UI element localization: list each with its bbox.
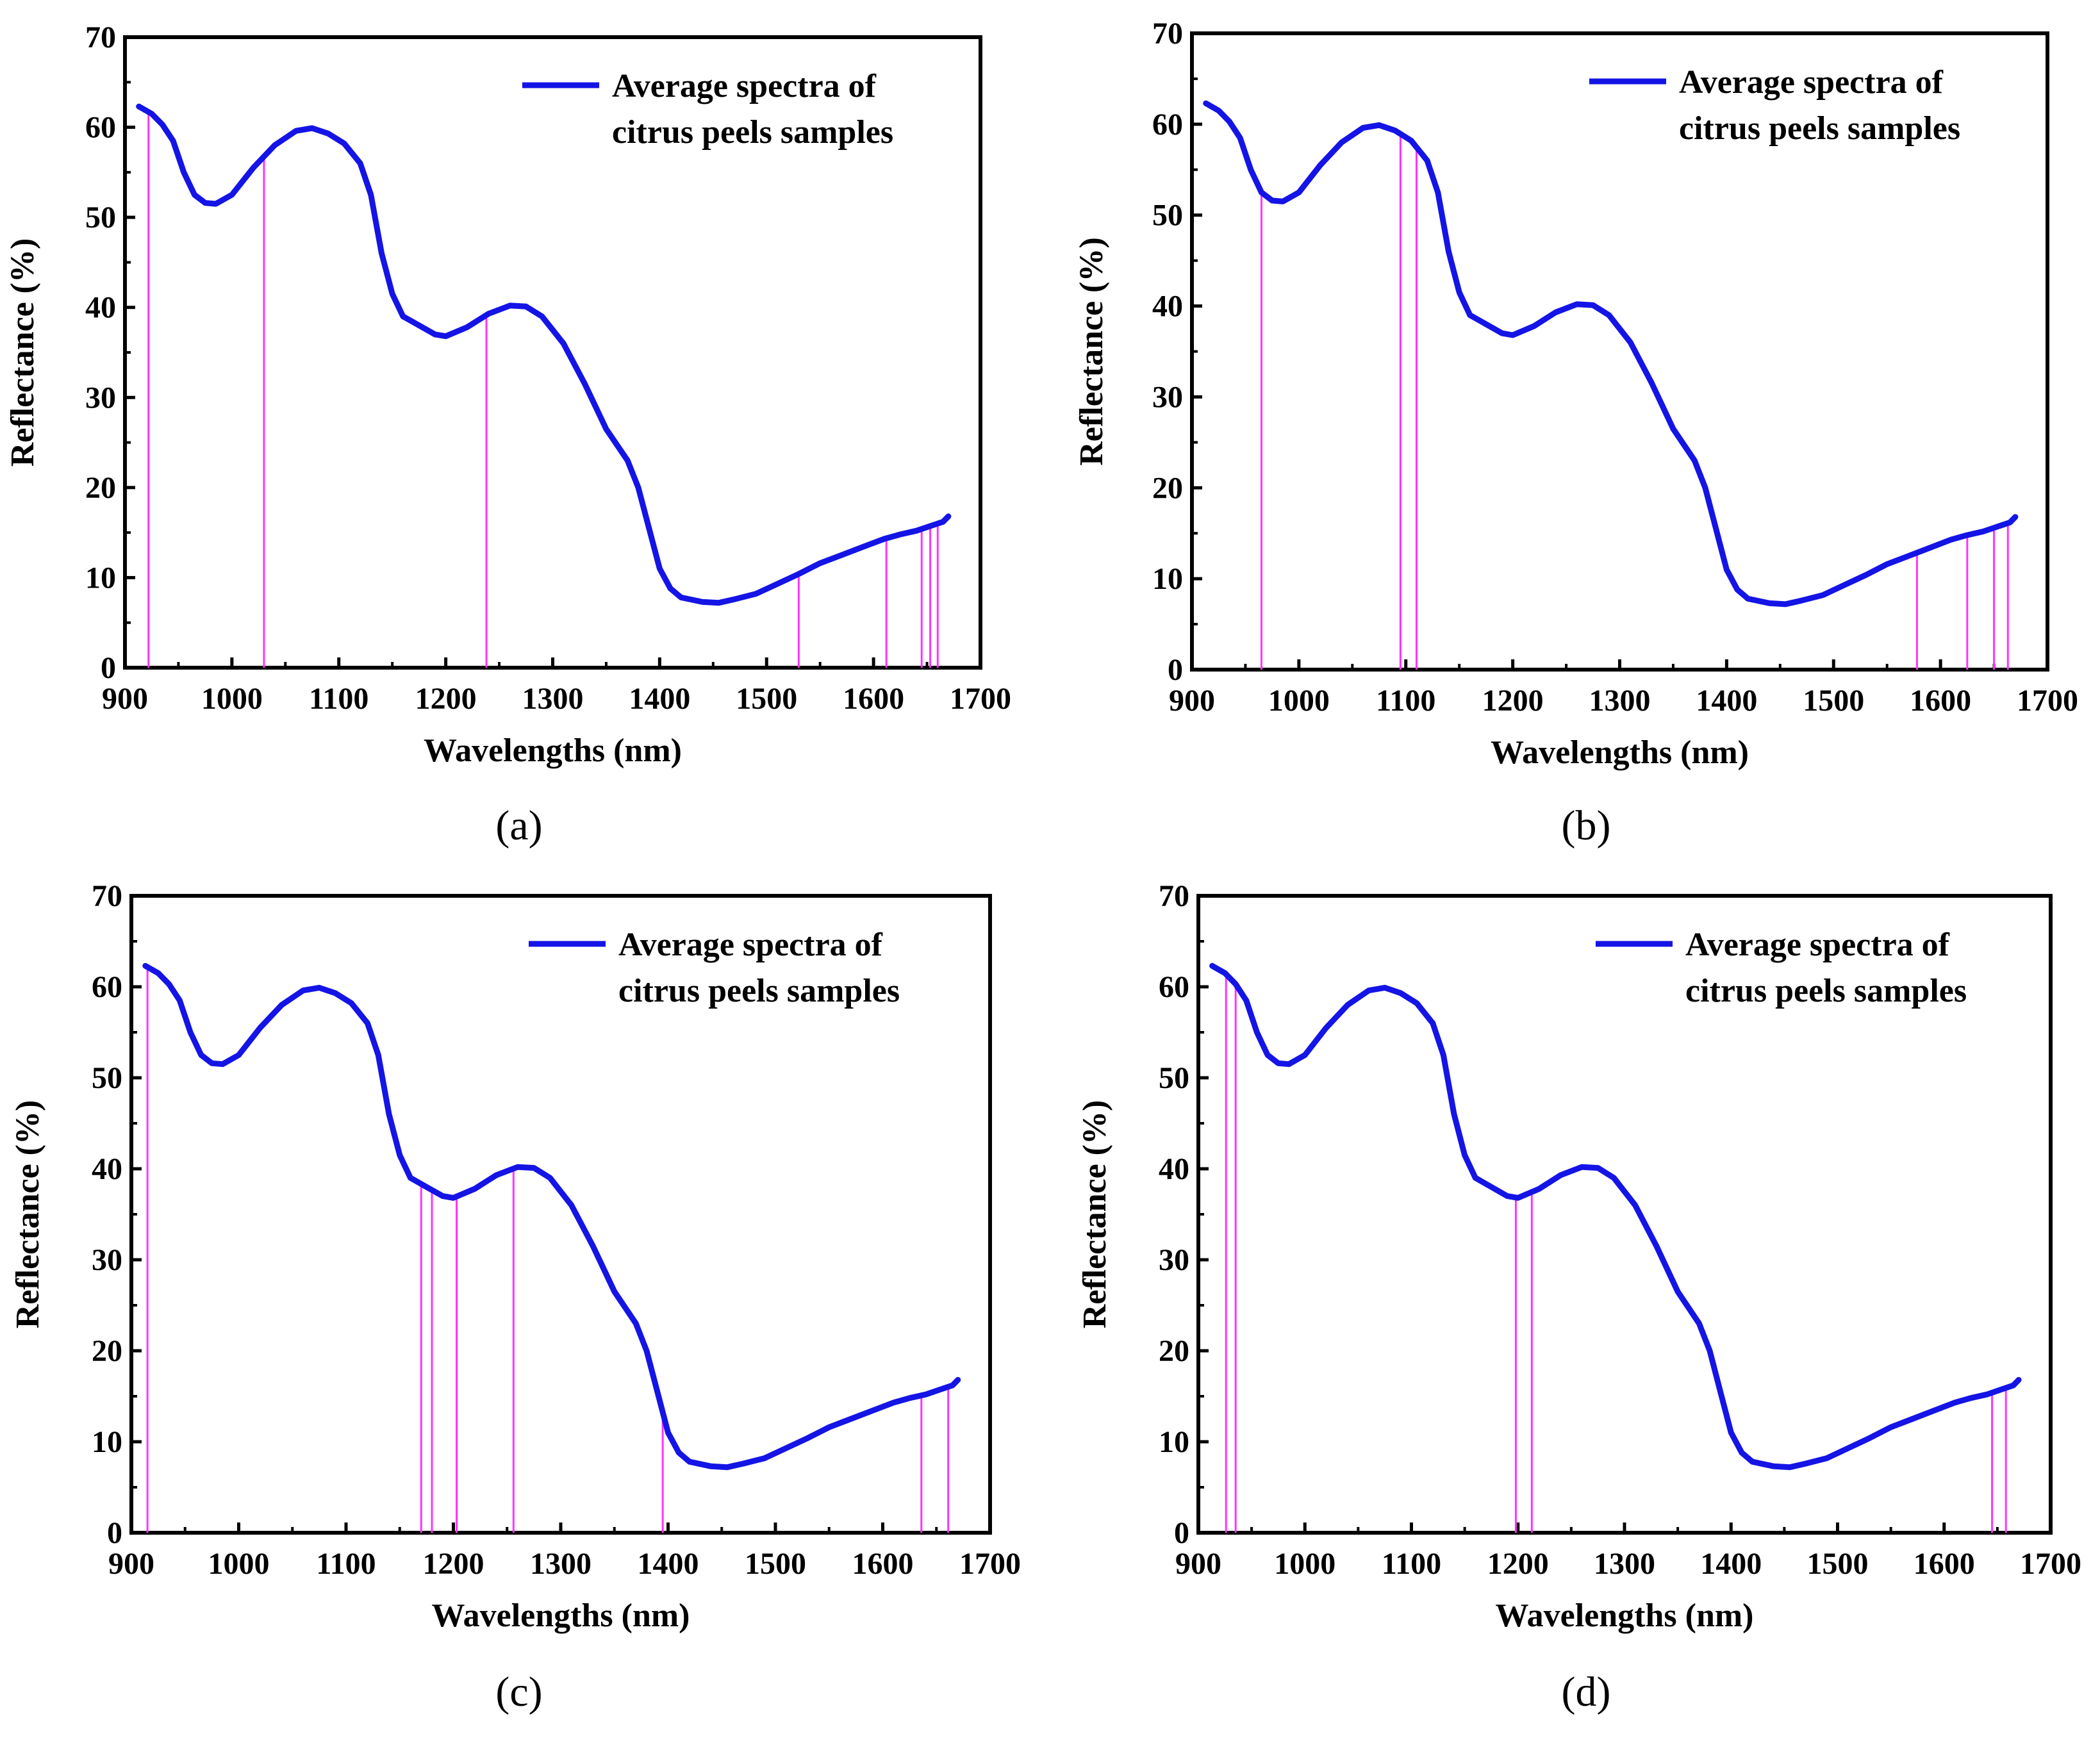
- legend-text-line2: citrus peels samples: [618, 973, 900, 1009]
- y-axis-title: Reflectance (%): [4, 238, 41, 467]
- x-tick-label: 1300: [522, 682, 584, 716]
- x-tick-label: 1400: [1696, 684, 1757, 718]
- x-tick-label: 1700: [2017, 684, 2078, 718]
- chart-panel-d: 0 10 20 30 40 50 60 70 900 1000 1100 1200 1300 1400 15…: [1077, 879, 2081, 1715]
- x-tick-label: 1300: [530, 1547, 591, 1581]
- y-axis-title: Reflectance (%): [1077, 1100, 1113, 1329]
- legend-text-line2: citrus peels samples: [612, 114, 893, 151]
- y-tick-label: 40: [1152, 290, 1183, 324]
- x-tick-label: 1200: [1482, 684, 1544, 718]
- x-tick-label: 1000: [208, 1547, 270, 1581]
- x-tick-label: 1600: [1914, 1547, 1975, 1581]
- x-tick-label: 1500: [1803, 684, 1864, 718]
- y-tick-label: 10: [92, 1425, 122, 1459]
- y-tick-label: 20: [1152, 471, 1183, 505]
- chart-panel-a: 0 10 20 30 40 50 60 70 900 1000 1100 1200 1300 1400 15…: [4, 21, 1011, 849]
- x-axis-title: Wavelengths (nm): [432, 1597, 690, 1634]
- spectrum-line: [136, 103, 952, 606]
- panel-label: (b): [1562, 802, 1611, 849]
- y-tick-label: 70: [1159, 879, 1189, 913]
- x-tick-label: 1300: [1589, 684, 1651, 718]
- x-tick-label: 1700: [959, 1547, 1021, 1581]
- y-axis-title: Reflectance (%): [10, 1100, 46, 1329]
- x-tick-label: 1100: [309, 682, 368, 716]
- y-tick-label: 0: [1168, 653, 1183, 687]
- y-tick-label: 10: [85, 561, 116, 595]
- x-tick-label: 1100: [1376, 684, 1435, 718]
- panel-label: (c): [495, 1669, 542, 1715]
- y-tick-label: 0: [107, 1516, 122, 1550]
- spectrum-line: [142, 962, 961, 1471]
- y-tick-label: 60: [1152, 108, 1183, 142]
- chart-panel-c: 0 10 20 30 40 50 60 70 900 1000 1100 1200 1300 1400 15…: [10, 879, 1021, 1715]
- x-tick-label: 1700: [950, 682, 1011, 716]
- y-tick-label: 40: [92, 1152, 122, 1186]
- chart-panel-b: 0 10 20 30 40 50 60 70 900 1000 1100 1200 1300 1400 15…: [1073, 17, 2078, 849]
- x-tick-label: 900: [102, 682, 148, 716]
- y-tick-label: 20: [92, 1334, 122, 1368]
- y-tick-label: 30: [1152, 380, 1183, 414]
- y-tick-label: 60: [1159, 970, 1189, 1004]
- x-tick-label: 1600: [852, 1547, 914, 1581]
- x-tick-label: 1700: [2020, 1547, 2081, 1581]
- legend-text-line1: Average spectra of: [618, 927, 883, 963]
- legend-text-line2: citrus peels samples: [1679, 110, 1960, 147]
- spectrum-line: [1203, 100, 2019, 607]
- x-tick-label: 1500: [745, 1547, 806, 1581]
- y-tick-label: 60: [85, 111, 116, 145]
- x-tick-label: 1300: [1594, 1547, 1655, 1581]
- y-tick-label: 10: [1159, 1425, 1189, 1459]
- x-tick-label: 1000: [1268, 684, 1330, 718]
- x-axis-title: Wavelengths (nm): [424, 732, 682, 769]
- panel-label: (d): [1562, 1669, 1611, 1715]
- y-tick-label: 20: [85, 471, 116, 505]
- y-axis-title: Reflectance (%): [1073, 237, 1110, 466]
- y-tick-label: 70: [92, 879, 122, 913]
- y-tick-label: 40: [85, 291, 116, 325]
- x-tick-label: 900: [108, 1547, 154, 1581]
- x-tick-label: 1600: [843, 682, 904, 716]
- y-tick-label: 10: [1152, 562, 1183, 596]
- x-tick-label: 1200: [1487, 1547, 1549, 1581]
- x-tick-label: 1000: [201, 682, 263, 716]
- x-tick-label: 1200: [415, 682, 477, 716]
- panel-label: (a): [495, 802, 542, 849]
- x-tick-label: 1400: [629, 682, 690, 716]
- x-tick-label: 900: [1175, 1547, 1221, 1581]
- x-tick-label: 1000: [1274, 1547, 1335, 1581]
- x-axis-title: Wavelengths (nm): [1491, 734, 1749, 771]
- x-tick-label: 1400: [638, 1547, 699, 1581]
- y-tick-label: 50: [92, 1061, 122, 1095]
- x-tick-label: 1400: [1700, 1547, 1762, 1581]
- y-tick-label: 30: [85, 381, 116, 415]
- y-tick-label: 50: [1152, 199, 1183, 233]
- y-tick-label: 60: [92, 970, 122, 1004]
- y-tick-label: 20: [1159, 1334, 1189, 1368]
- x-tick-label: 1100: [316, 1547, 376, 1581]
- y-tick-label: 40: [1159, 1152, 1189, 1186]
- spectrum-line: [1209, 962, 2022, 1471]
- y-tick-label: 30: [1159, 1243, 1189, 1277]
- legend-text-line1: Average spectra of: [1679, 64, 1944, 101]
- x-axis-title: Wavelengths (nm): [1496, 1597, 1754, 1634]
- legend-text-line1: Average spectra of: [1685, 927, 1950, 963]
- x-tick-label: 900: [1169, 684, 1215, 718]
- x-tick-label: 1500: [736, 682, 797, 716]
- x-tick-label: 1500: [1807, 1547, 1869, 1581]
- y-tick-label: 30: [92, 1243, 122, 1277]
- y-tick-label: 0: [101, 651, 116, 685]
- y-tick-label: 70: [85, 21, 116, 54]
- x-tick-label: 1600: [1910, 684, 1971, 718]
- y-tick-label: 50: [1159, 1061, 1189, 1095]
- legend-text-line1: Average spectra of: [612, 68, 877, 104]
- y-tick-label: 50: [85, 201, 116, 235]
- y-tick-label: 0: [1174, 1516, 1189, 1550]
- legend-text-line2: citrus peels samples: [1685, 973, 1967, 1009]
- x-tick-label: 1100: [1382, 1547, 1441, 1581]
- y-tick-label: 70: [1152, 17, 1183, 51]
- x-tick-label: 1200: [423, 1547, 484, 1581]
